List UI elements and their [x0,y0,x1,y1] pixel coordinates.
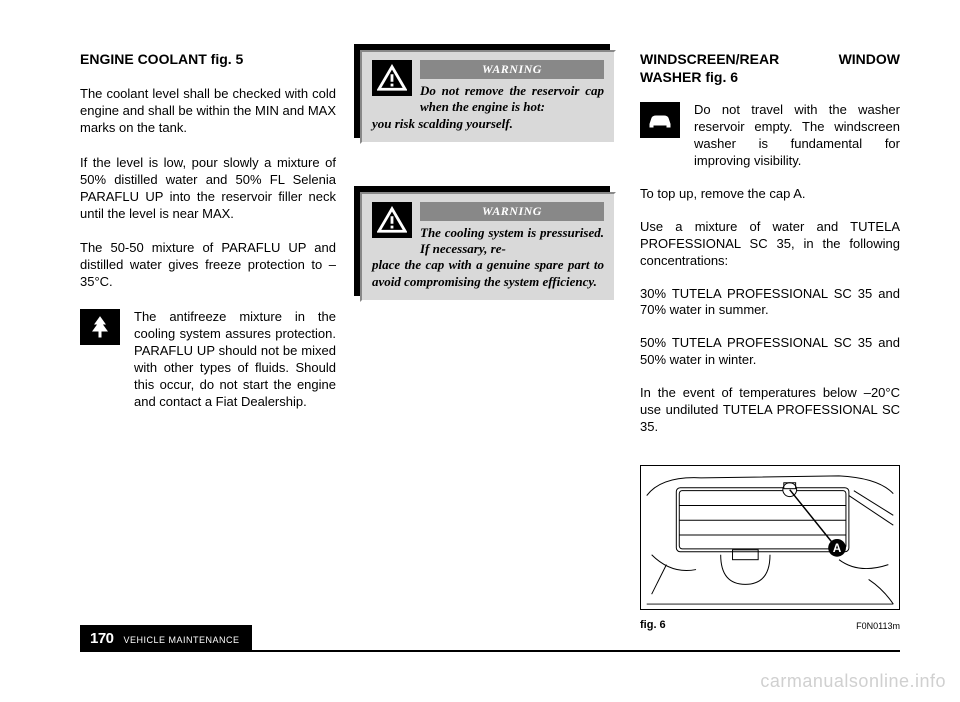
col3-car-block: Do not travel with the washer reservoir … [640,102,900,170]
col3-p2: Use a mixture of water and TUTELA PROFES… [640,219,900,270]
footer-tab: 170 VEHICLE MAINTENANCE [80,625,252,652]
car-icon [640,102,680,138]
warning-1-text-first: Do not remove the reservoir cap when the… [420,83,604,116]
col3-p4: 50% TUTELA PROFESSIONAL SC 35 and 50% wa… [640,335,900,369]
col3-car-text: Do not travel with the washer reservoir … [694,102,900,170]
warning-1-title: WARNING [420,60,604,79]
figure-caption: fig. 6 [640,619,666,631]
col3-heading: WINDSCREEN/REAR WINDOW WASHER fig. 6 [640,50,900,86]
warning-2-text-first: The cooling system is pressurised. If ne… [420,225,604,258]
col1-p3: The 50-50 mixture of PARAFLU UP and dist… [80,240,336,291]
col1-eco-block: The antifreeze mixture in the cooling sy… [80,309,336,410]
column-1: ENGINE COOLANT fig. 5 The coolant level … [80,50,336,610]
figure-6: A fig. 6 F0N0113m [640,465,900,610]
col1-p1: The coolant level shall be checked with … [80,86,336,137]
warning-1-text-rest: you risk scalding yourself. [372,116,604,132]
figure-label-A: A [833,541,842,555]
col3-p3: 30% TUTELA PROFESSIONAL SC 35 and 70% wa… [640,286,900,320]
warning-2-title: WARNING [420,202,604,221]
column-3: WINDSCREEN/REAR WINDOW WASHER fig. 6 Do … [640,50,900,610]
col3-p1: To top up, remove the cap A. [640,186,900,203]
tree-icon [80,309,120,345]
watermark: carmanualsonline.info [760,671,946,692]
warning-2-text-rest: place the cap with a genuine spare part … [372,257,604,290]
warning-box-1: WARNING Do not remove the reservoir cap … [360,50,616,144]
figure-code: F0N0113m [856,621,900,631]
section-title: VEHICLE MAINTENANCE [124,635,240,645]
col3-p5: In the event of temperatures below –20°C… [640,385,900,436]
col1-heading: ENGINE COOLANT fig. 5 [80,50,336,68]
warning-triangle-icon [372,60,412,96]
warning-triangle-icon [372,202,412,238]
col1-eco-text: The antifreeze mixture in the cooling sy… [134,309,336,410]
warning-box-2: WARNING The cooling system is pressurise… [360,192,616,302]
col1-p2: If the level is low, pour slowly a mixtu… [80,155,336,223]
column-2: WARNING Do not remove the reservoir cap … [360,50,616,610]
page-number: 170 [90,630,114,647]
